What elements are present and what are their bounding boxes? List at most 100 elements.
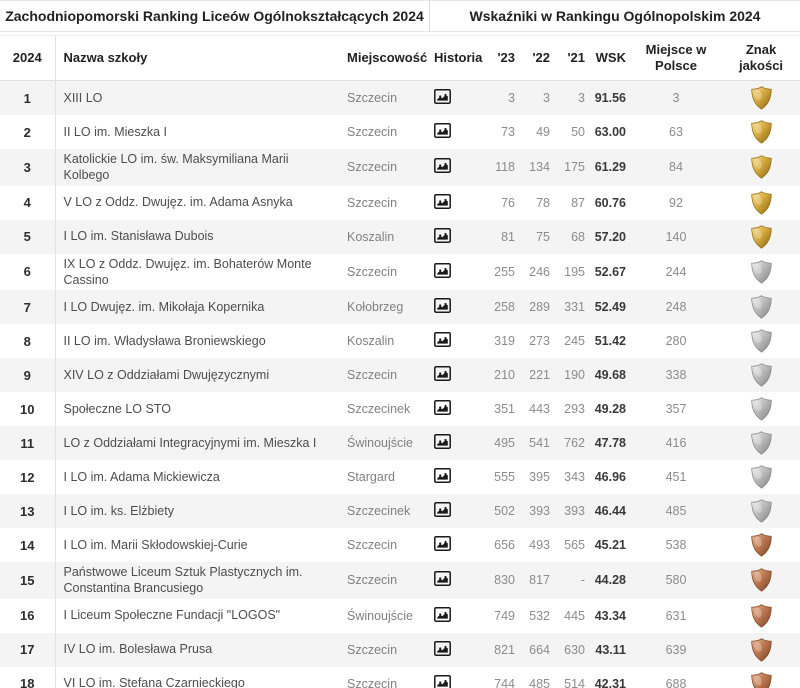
rank-cell: 13 <box>0 494 56 528</box>
column-header-rank: 2024 <box>0 35 56 81</box>
history-line-chart-icon[interactable] <box>434 606 451 622</box>
rank-2022-cell: 395 <box>529 470 550 484</box>
history-line-chart-icon[interactable] <box>434 366 451 381</box>
place-in-poland-cell: 688 <box>665 676 687 688</box>
regional-ranking-title: Zachodniopomorski Ranking Liceów Ogólnok… <box>0 1 430 31</box>
rank-2021-cell: 343 <box>564 470 585 484</box>
rank-2022-cell: 541 <box>529 436 550 450</box>
rank-cell: 17 <box>0 632 56 667</box>
table-row: 7 I LO Dwujęz. im. Mikołaja Kopernika Ko… <box>0 290 800 324</box>
quality-shield-icon <box>750 397 772 421</box>
history-line-chart-icon[interactable] <box>434 571 451 587</box>
school-name: I LO im. Stanisława Dubois <box>63 229 214 244</box>
quality-shield-icon <box>750 295 772 319</box>
wsk-cell: 46.44 <box>594 504 626 518</box>
city-cell: Szczecinek <box>347 402 411 416</box>
table-row: 13 I LO im. ks. Elżbiety Szczecinek 502 … <box>0 494 800 528</box>
table-title-bar: Zachodniopomorski Ranking Liceów Ogólnok… <box>0 0 800 32</box>
rank-cell: 8 <box>0 324 56 358</box>
history-line-chart-icon[interactable] <box>434 227 451 243</box>
history-line-chart-icon[interactable] <box>434 502 451 517</box>
table-row: 6 IX LO z Oddz. Dwujęz. im. Bohaterów Mo… <box>0 253 800 290</box>
rank-cell: 11 <box>0 426 56 460</box>
quality-shield-icon <box>750 363 772 387</box>
column-header-2023: '23 <box>490 35 520 81</box>
wsk-cell: 60.76 <box>594 195 626 210</box>
city-cell: Szczecin <box>347 368 398 382</box>
rank-2023-cell: 73 <box>501 125 515 139</box>
rank-2021-cell: 3 <box>578 91 585 105</box>
school-name: I LO im. Adama Mickiewicza <box>63 469 220 484</box>
place-in-poland-cell: 416 <box>665 436 687 450</box>
school-name: I Liceum Społeczne Fundacji "LOGOS" <box>63 608 281 623</box>
history-line-chart-icon[interactable] <box>434 400 451 415</box>
rank-cell: 14 <box>0 528 56 562</box>
wsk-cell: 46.96 <box>594 470 626 484</box>
wsk-cell: 63.00 <box>594 125 626 139</box>
rank-2023-cell: 81 <box>501 229 515 244</box>
quality-shield-icon <box>750 499 772 523</box>
place-in-poland-cell: 451 <box>665 470 687 484</box>
quality-shield-icon <box>750 431 772 455</box>
school-name: XIV LO z Oddziałami Dwujęzycznymi <box>63 367 270 382</box>
history-line-chart-icon[interactable] <box>434 332 451 347</box>
history-line-chart-icon[interactable] <box>434 123 451 138</box>
rank-cell: 12 <box>0 460 56 494</box>
wsk-cell: 52.49 <box>594 300 626 314</box>
history-line-chart-icon[interactable] <box>434 193 451 209</box>
wsk-cell: 43.34 <box>594 608 626 623</box>
history-line-chart-icon[interactable] <box>434 262 451 278</box>
history-line-chart-icon[interactable] <box>434 158 451 174</box>
quality-shield-icon <box>750 533 772 557</box>
school-name: LO z Oddziałami Integracyjnymi im. Miesz… <box>63 435 317 450</box>
national-ranking-title: Wskaźniki w Rankingu Ogólnopolskim 2024 <box>469 8 761 24</box>
city-cell: Koszalin <box>347 334 395 348</box>
history-line-chart-icon[interactable] <box>434 536 451 551</box>
rank-2021-cell: 50 <box>571 125 585 139</box>
rank-2021-cell: 630 <box>564 642 585 657</box>
rank-2021-cell: - <box>580 573 585 588</box>
history-line-chart-icon[interactable] <box>434 89 451 104</box>
place-in-poland-cell: 580 <box>665 573 687 588</box>
wsk-cell: 42.31 <box>594 676 626 688</box>
place-in-poland-cell: 63 <box>669 125 683 139</box>
rank-cell: 6 <box>0 253 56 290</box>
quality-shield-icon <box>750 603 772 628</box>
school-name: XIII LO <box>63 90 103 105</box>
history-line-chart-icon[interactable] <box>434 468 451 483</box>
table-row: 1 XIII LO Szczecin 3 3 3 91.56 3 <box>0 80 800 115</box>
rank-2022-cell: 485 <box>529 676 550 688</box>
quality-shield-icon <box>750 190 772 215</box>
city-cell: Kołobrzeg <box>347 300 404 314</box>
rank-2023-cell: 744 <box>494 676 515 688</box>
rank-2023-cell: 319 <box>494 334 515 348</box>
city-cell: Szczecin <box>347 538 398 552</box>
wsk-cell: 57.20 <box>594 229 626 244</box>
history-line-chart-icon[interactable] <box>434 298 451 313</box>
rank-2022-cell: 273 <box>529 334 550 348</box>
place-in-poland-cell: 485 <box>665 504 687 518</box>
wsk-cell: 49.68 <box>594 368 626 382</box>
rank-2022-cell: 393 <box>529 504 550 518</box>
table-row: 11 LO z Oddziałami Integracyjnymi im. Mi… <box>0 426 800 460</box>
rank-2021-cell: 68 <box>571 229 585 244</box>
column-header-city: Miejscowość <box>345 35 430 81</box>
rank-cell: 15 <box>0 562 56 599</box>
city-cell: Szczecin <box>347 642 398 657</box>
school-name: V LO z Oddz. Dwujęz. im. Adama Asnyka <box>63 195 293 210</box>
school-name: IX LO z Oddz. Dwujęz. im. Bohaterów Mont… <box>63 256 312 287</box>
history-line-chart-icon[interactable] <box>434 640 451 656</box>
rank-2023-cell: 3 <box>508 91 515 105</box>
history-line-chart-icon[interactable] <box>434 674 451 688</box>
table-row: 18 VI LO im. Stefana Czarnieckiego Szcze… <box>0 666 800 688</box>
rank-2023-cell: 555 <box>494 470 515 484</box>
history-line-chart-icon[interactable] <box>434 434 451 449</box>
rank-2023-cell: 749 <box>494 608 515 623</box>
rank-cell: 7 <box>0 290 56 324</box>
rank-cell: 10 <box>0 392 56 426</box>
wsk-cell: 91.56 <box>594 91 626 105</box>
city-cell: Szczecin <box>347 91 398 105</box>
rank-cell: 5 <box>0 219 56 254</box>
rank-2022-cell: 75 <box>536 229 550 244</box>
